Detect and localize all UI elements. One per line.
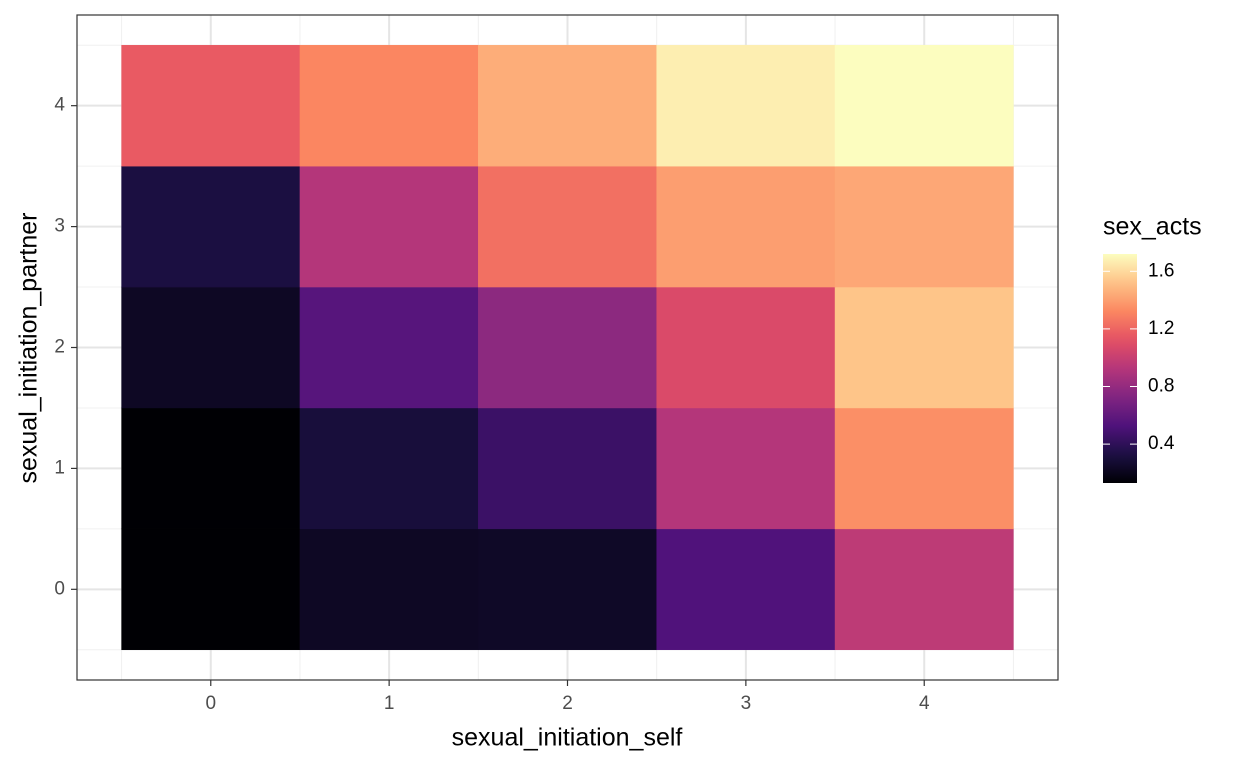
heatmap-cell <box>478 528 657 651</box>
heatmap-cell <box>834 44 1014 167</box>
colorbar-tick-label: 1.6 <box>1148 260 1174 281</box>
heatmap-cell <box>834 528 1014 651</box>
colorbar <box>1103 254 1137 483</box>
heatmap-cell <box>478 286 657 409</box>
x-tick-label: 1 <box>384 693 395 714</box>
y-tick-label: 4 <box>54 95 65 116</box>
heatmap-cell <box>834 286 1014 409</box>
heatmap-cell <box>834 407 1014 530</box>
y-tick-label: 3 <box>54 216 65 237</box>
heatmap-cell <box>299 407 479 530</box>
colorbar-tick-label: 0.4 <box>1148 433 1175 454</box>
heatmap-cell <box>121 286 301 409</box>
heatmap-cell <box>478 407 657 530</box>
heatmap-cell <box>299 528 479 651</box>
heatmap-cell <box>121 407 301 530</box>
y-tick-label: 1 <box>54 457 65 478</box>
heatmap-cell <box>834 165 1014 288</box>
heatmap-cell <box>299 286 479 409</box>
x-tick-label: 3 <box>741 693 752 714</box>
heatmap-cell <box>299 165 479 288</box>
x-tick-label: 4 <box>919 693 930 714</box>
heatmap-cell <box>478 165 657 288</box>
y-axis-title: sexual_initiation_partner <box>15 212 43 483</box>
x-axis-title: sexual_initiation_self <box>452 724 683 752</box>
x-tick-label: 2 <box>562 693 573 714</box>
heatmap-cell <box>478 44 657 167</box>
heatmap-cell <box>656 165 836 288</box>
x-tick-label: 0 <box>205 693 216 714</box>
heatmap-cell <box>656 407 836 530</box>
heatmap-cell <box>656 44 836 167</box>
heatmap-cell <box>121 165 301 288</box>
heatmap-cell <box>299 44 479 167</box>
heatmap-cell <box>121 528 301 651</box>
heatmap-cell <box>121 44 301 167</box>
colorbar-tick-label: 1.2 <box>1148 318 1174 339</box>
y-tick-label: 2 <box>54 337 65 358</box>
colorbar-tick-label: 0.8 <box>1148 376 1174 397</box>
heatmap-cell <box>656 528 836 651</box>
heatmap-cell <box>656 286 836 409</box>
y-tick-label: 0 <box>54 578 65 599</box>
legend-title: sex_acts <box>1103 213 1202 241</box>
